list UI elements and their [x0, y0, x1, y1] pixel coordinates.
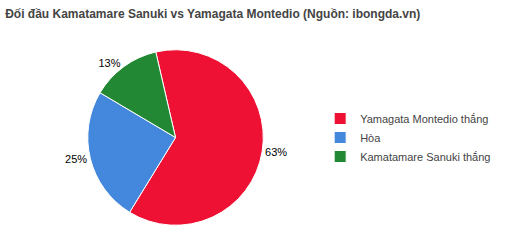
svg-text:63%: 63% [265, 146, 287, 158]
svg-text:Đối đầu Kamatamare Sanuki vs Y: Đối đầu Kamatamare Sanuki vs Yamagata Mo… [5, 7, 420, 21]
svg-text:Yamagata Montedio thắng: Yamagata Montedio thắng [360, 113, 488, 125]
svg-text:Kamatamare Sanuki thắng: Kamatamare Sanuki thắng [360, 151, 490, 163]
svg-text:25%: 25% [65, 153, 87, 165]
svg-text:Hòa: Hòa [360, 132, 381, 144]
svg-text:13%: 13% [98, 57, 120, 69]
